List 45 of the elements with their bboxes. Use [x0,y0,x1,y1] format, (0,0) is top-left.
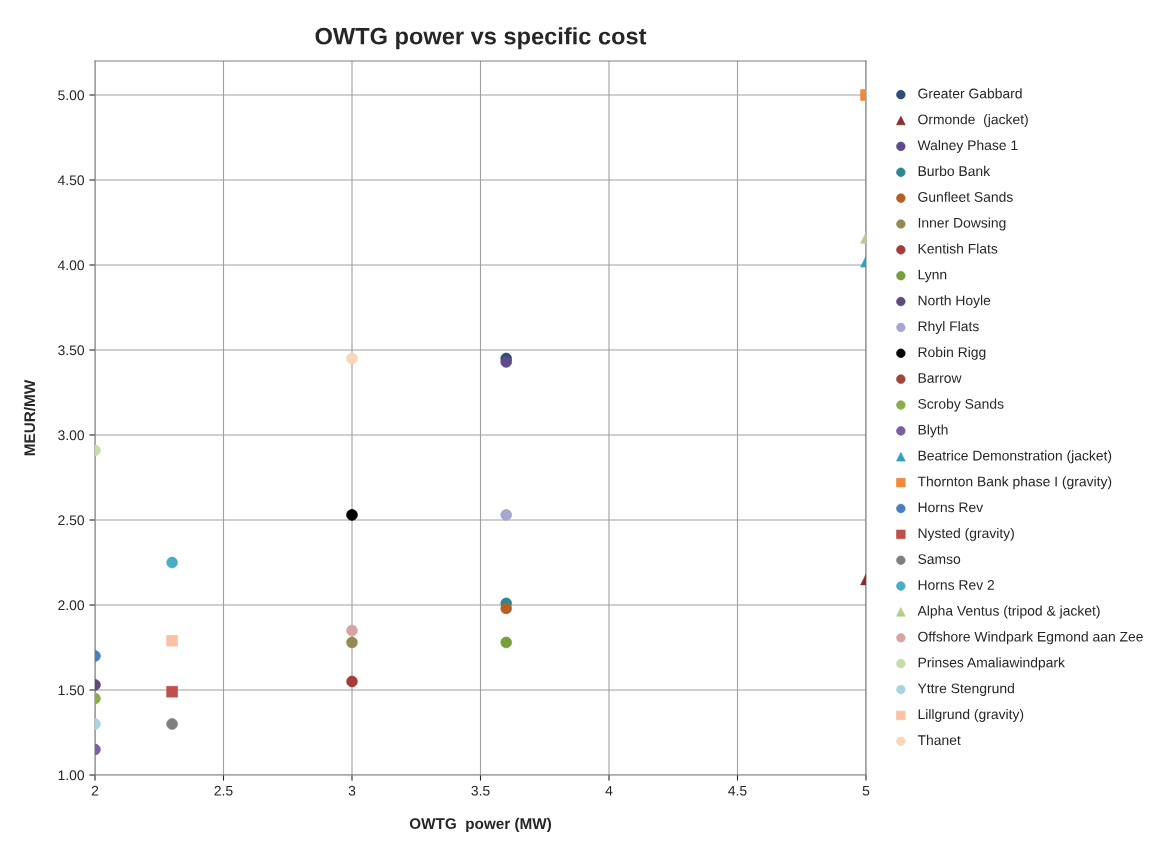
x-tick-label: 5 [862,785,870,796]
legend-label: Alpha Ventus (tripod & jacket) [917,605,1100,619]
y-tick-label: 4.50 [57,175,85,186]
legend-label: Horns Rev 2 [918,580,995,590]
y-tick-label: 1.50 [58,685,85,696]
y-tick-label: 5.00 [58,90,85,101]
x-tick-label: 3.5 [471,785,490,796]
legend-label: Thornton Bank phase I (gravity) [917,476,1112,490]
y-tick-label: 1.00 [58,770,85,781]
legend-label: North Hoyle [918,295,991,309]
legend-label: Samso [918,554,961,564]
legend-label: Kentish Flats [918,243,998,254]
legend-label: Nysted (gravity) [918,527,1014,541]
y-axis-title: MEUR/MW [23,379,36,456]
x-tick-label: 2 [91,785,99,796]
legend-label: Lillgrund (gravity) [918,708,1024,722]
y-tick-label: 4.00 [57,260,85,271]
legend-label: Horns Rev [918,502,984,513]
legend-label: Offshore Windpark Egmond aan Zee [918,631,1143,645]
y-tick-label: 2.50 [58,515,85,526]
legend-label: Thanet [917,734,961,746]
legend-label: Scroby Sands [918,398,1004,412]
legend-label: Lynn [918,269,947,283]
chart-title: OWTG power vs specific cost [315,27,647,50]
x-tick-label: 4.5 [728,785,747,796]
legend-label: Barrow [918,373,962,383]
y-tick-label: 2.00 [58,600,85,611]
legend-label: Ormonde (jacket) [918,114,1028,128]
legend-label: Robin Rigg [918,346,986,360]
legend-label: Blyth [918,424,948,438]
x-tick-label: 3 [348,785,356,796]
x-axis-title: OWTG power (MW) [409,817,552,833]
legend-label: Prinses Amaliawindpark [918,657,1065,671]
legend-label: Gunfleet Sands [918,191,1013,202]
legend-label: Yttre Stengrund [917,683,1014,697]
x-tick-label: 2.5 [214,785,233,796]
y-tick-label: 3.00 [58,430,85,441]
legend-label: Walney Phase 1 [917,139,1018,153]
x-tick-label: 4 [605,785,613,796]
y-tick-label: 3.50 [58,345,85,356]
legend-label: Rhyl Flats [918,321,979,334]
legend-label: Beatrice Demonstration (jacket) [918,450,1112,464]
legend-label: Greater Gabbard [918,88,1022,99]
legend-label: Inner Dowsing [918,217,1006,231]
legend-label: Burbo Bank [918,165,991,177]
